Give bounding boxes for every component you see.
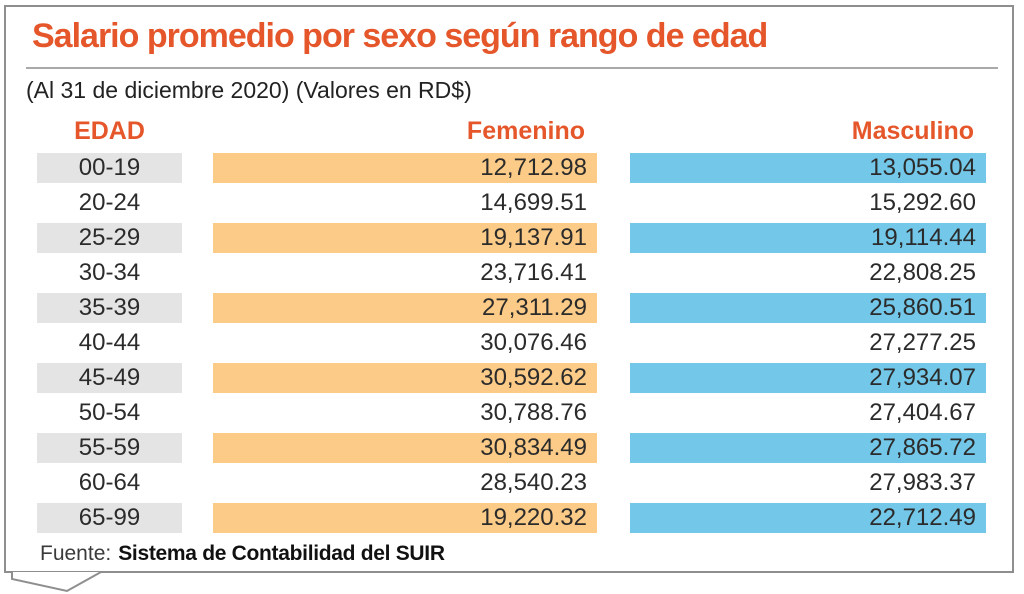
- male-value-cell: 22,808.25: [869, 259, 976, 286]
- age-cell: 00-19: [37, 153, 182, 183]
- male-value-cell: 19,114.44: [630, 223, 986, 253]
- age-cell: 20-24: [78, 189, 141, 216]
- female-value-cell: 12,712.98: [213, 153, 597, 183]
- female-value-cell: 19,220.32: [213, 503, 597, 533]
- table-row: 40-44 30,076.46 27,277.25: [6, 328, 1012, 358]
- male-value-cell: 27,277.25: [869, 329, 976, 356]
- female-value-cell: 27,311.29: [213, 293, 597, 323]
- male-value-cell: 15,292.60: [869, 189, 976, 216]
- age-cell: 60-64: [78, 469, 141, 496]
- age-cell: 65-99: [37, 503, 182, 533]
- column-header-femenino: Femenino: [466, 117, 585, 145]
- table-row: 45-49 30,592.62 27,934.07: [6, 363, 1012, 393]
- table-header-row: EDAD Femenino Masculino: [6, 117, 1012, 146]
- table-row: 25-29 19,137.91 19,114.44: [6, 223, 1012, 253]
- female-value-cell: 23,716.41: [480, 259, 587, 286]
- age-cell: 35-39: [37, 293, 182, 323]
- page-subtitle: (Al 31 de diciembre 2020) (Valores en RD…: [26, 77, 472, 103]
- female-value-cell: 30,592.62: [213, 363, 597, 393]
- male-value-cell: 27,865.72: [630, 433, 986, 463]
- male-value-cell: 25,860.51: [630, 293, 986, 323]
- infographic-panel: Salario promedio por sexo según rango de…: [4, 5, 1014, 573]
- source-name: Sistema de Contabilidad del SUIR: [118, 542, 445, 565]
- male-value-cell: 27,983.37: [869, 469, 976, 496]
- female-value-cell: 14,699.51: [480, 189, 587, 216]
- male-value-cell: 27,404.67: [869, 399, 976, 426]
- callout-tail-icon: [11, 572, 102, 593]
- title-divider: [26, 67, 998, 69]
- age-cell: 45-49: [37, 363, 182, 393]
- source-label: Fuente:: [40, 542, 112, 565]
- table-row: 35-39 27,311.29 25,860.51: [6, 293, 1012, 323]
- table-row: 20-24 14,699.51 15,292.60: [6, 188, 1012, 218]
- age-cell: 25-29: [37, 223, 182, 253]
- age-cell: 50-54: [78, 399, 141, 426]
- age-cell: 55-59: [37, 433, 182, 463]
- table-row: 55-59 30,834.49 27,865.72: [6, 433, 1012, 463]
- source-line: Fuente: Sistema de Contabilidad del SUIR: [40, 542, 445, 566]
- age-cell: 30-34: [78, 259, 141, 286]
- female-value-cell: 30,076.46: [480, 329, 587, 356]
- table-row: 60-64 28,540.23 27,983.37: [6, 468, 1012, 498]
- table-row: 65-99 19,220.32 22,712.49: [6, 503, 1012, 533]
- female-value-cell: 30,834.49: [213, 433, 597, 463]
- female-value-cell: 30,788.76: [480, 399, 587, 426]
- male-value-cell: 22,712.49: [630, 503, 986, 533]
- female-value-cell: 28,540.23: [480, 469, 587, 496]
- male-value-cell: 27,934.07: [630, 363, 986, 393]
- table-row: 00-19 12,712.98 13,055.04: [6, 153, 1012, 183]
- age-cell: 40-44: [78, 329, 141, 356]
- table-row: 30-34 23,716.41 22,808.25: [6, 258, 1012, 288]
- female-value-cell: 19,137.91: [213, 223, 597, 253]
- page-title: Salario promedio por sexo según rango de…: [32, 17, 768, 55]
- column-header-masculino: Masculino: [851, 117, 974, 145]
- male-value-cell: 13,055.04: [630, 153, 986, 183]
- table-row: 50-54 30,788.76 27,404.67: [6, 398, 1012, 428]
- table-body: 00-19 12,712.98 13,055.04 20-24 14,699.5…: [6, 153, 1012, 533]
- column-header-edad: EDAD: [74, 117, 145, 145]
